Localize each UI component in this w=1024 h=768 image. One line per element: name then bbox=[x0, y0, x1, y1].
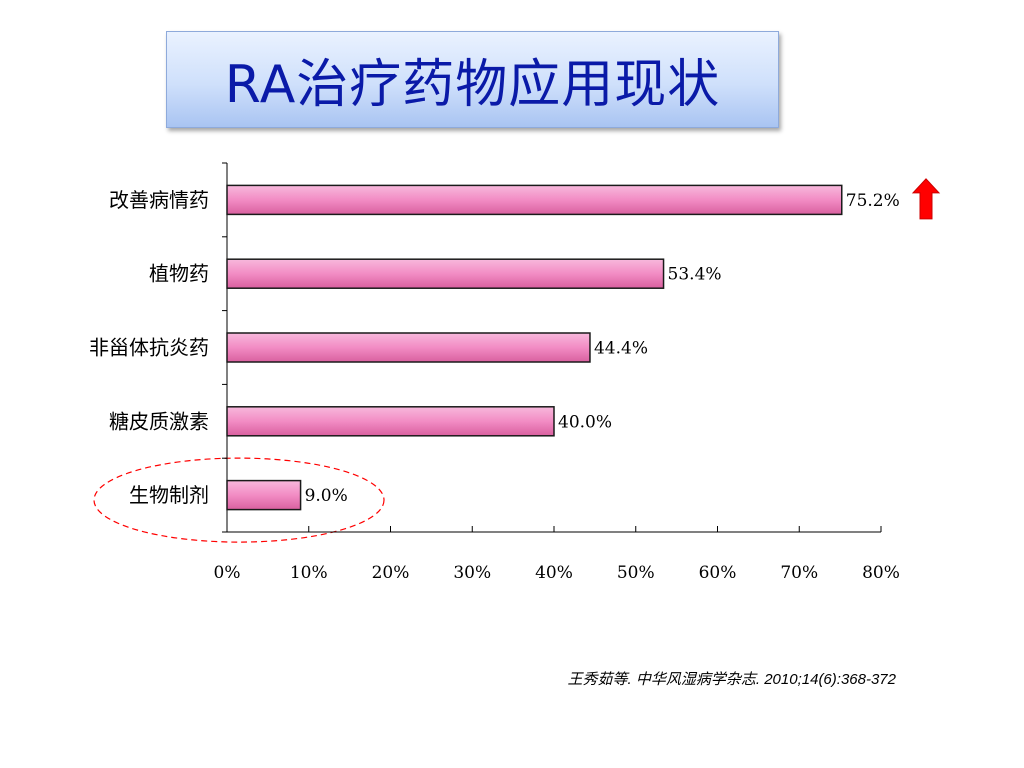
x-tick-label: 40% bbox=[535, 563, 573, 583]
category-label: 植物药 bbox=[149, 262, 209, 286]
category-label: 非甾体抗炎药 bbox=[89, 336, 209, 360]
data-label: 75.2% bbox=[846, 191, 900, 211]
data-label: 9.0% bbox=[305, 486, 348, 506]
x-tick-label: 20% bbox=[372, 563, 410, 583]
x-tick-label: 0% bbox=[214, 563, 241, 583]
up-arrow-icon bbox=[911, 178, 941, 220]
bar bbox=[226, 406, 555, 437]
category-label: 糖皮质激素 bbox=[109, 409, 209, 433]
bar bbox=[226, 258, 665, 289]
data-label: 40.0% bbox=[558, 412, 612, 432]
data-label: 53.4% bbox=[668, 265, 722, 285]
x-tick-label: 60% bbox=[699, 563, 737, 583]
title-box: RA治疗药物应用现状 bbox=[166, 31, 779, 128]
highlight-ellipse bbox=[93, 457, 385, 543]
category-label: 生物制剂 bbox=[129, 483, 209, 507]
data-label: 44.4% bbox=[594, 339, 648, 359]
page-title: RA治疗药物应用现状 bbox=[224, 55, 721, 115]
x-tick-label: 70% bbox=[780, 563, 818, 583]
bar bbox=[226, 332, 591, 363]
x-tick-label: 50% bbox=[617, 563, 655, 583]
citation: 王秀茹等. 中华风湿病学杂志. 2010;14(6):368-372 bbox=[567, 671, 896, 688]
category-label: 改善病情药 bbox=[109, 188, 209, 212]
x-tick-label: 10% bbox=[290, 563, 328, 583]
x-tick-label: 30% bbox=[453, 563, 491, 583]
bar bbox=[226, 184, 843, 216]
bar bbox=[226, 479, 302, 511]
x-tick-label: 80% bbox=[862, 563, 900, 583]
